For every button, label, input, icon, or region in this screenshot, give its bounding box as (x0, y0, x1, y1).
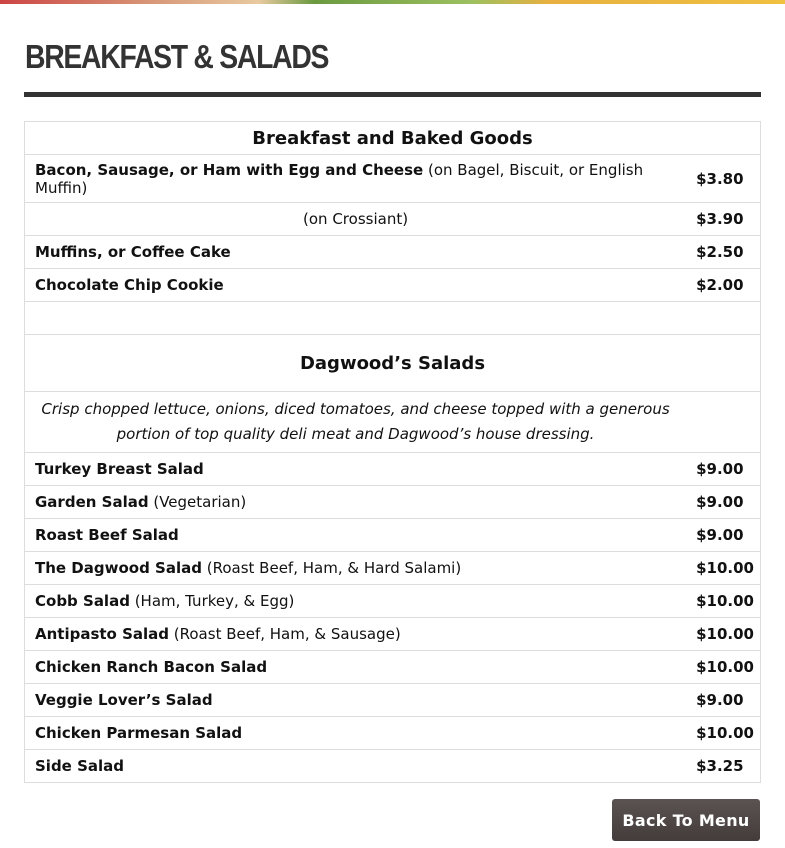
table-row: The Dagwood Salad (Roast Beef, Ham, & Ha… (24, 551, 762, 585)
item-name: Chicken Ranch Bacon Salad (35, 658, 268, 676)
item-note: (Roast Beef, Ham, & Hard Salami) (201, 559, 462, 577)
item-name: Garden Salad (35, 493, 149, 511)
table-row: (on Crossiant) $3.90 (24, 202, 762, 236)
item-price: $10.00 (686, 551, 762, 585)
item-price: $10.00 (686, 617, 762, 651)
item-name: Roast Beef Salad (35, 526, 179, 544)
back-to-menu-button[interactable]: Back To Menu (612, 799, 760, 841)
header-banner-image (0, 0, 785, 4)
item-name: Bacon, Sausage, or Ham with Egg and Chee… (35, 160, 424, 179)
page-title: BREAKFAST & SALADS (25, 38, 329, 75)
table-row: Garden Salad (Vegetarian) $9.00 (24, 485, 762, 519)
item-price: $9.00 (686, 518, 762, 552)
table-row: Dagwood’s Salads (24, 334, 761, 392)
item-price: $3.90 (686, 202, 762, 236)
item-note: (Vegetarian) (148, 493, 247, 511)
item-name: Cobb Salad (35, 592, 130, 610)
item-note: (on Crossiant) (303, 210, 409, 228)
item-note: (Roast Beef, Ham, & Sausage) (169, 625, 401, 643)
table-row: Side Salad $3.25 (24, 749, 762, 783)
table-row: Breakfast and Baked Goods (24, 121, 761, 155)
section-heading: Breakfast and Baked Goods (24, 121, 761, 155)
menu-table: Breakfast and Baked Goods Bacon, Sausage,… (24, 121, 762, 783)
table-row (24, 301, 761, 335)
divider (24, 92, 761, 97)
table-row: Turkey Breast Salad $9.00 (24, 452, 762, 486)
section-description: Crisp chopped lettuce, onions, diced tom… (41, 400, 670, 443)
item-name: Chicken Parmesan Salad (35, 724, 243, 742)
item-price: $2.50 (686, 235, 762, 269)
item-name: Chocolate Chip Cookie (35, 276, 224, 294)
table-row: Chicken Ranch Bacon Salad $10.00 (24, 650, 762, 684)
item-price: $9.00 (686, 452, 762, 486)
table-row: Chocolate Chip Cookie $2.00 (24, 268, 762, 302)
item-price: $10.00 (686, 584, 762, 618)
table-row: Crisp chopped lettuce, onions, diced tom… (24, 391, 762, 453)
item-name: Side Salad (35, 757, 125, 775)
table-row: Antipasto Salad (Roast Beef, Ham, & Saus… (24, 617, 762, 651)
item-price: $9.00 (686, 683, 762, 717)
table-row: Muffins, or Coffee Cake $2.50 (24, 235, 762, 269)
item-name: Antipasto Salad (35, 625, 170, 643)
table-row: Cobb Salad (Ham, Turkey, & Egg) $10.00 (24, 584, 762, 618)
table-row: Roast Beef Salad $9.00 (24, 518, 762, 552)
item-name: Turkey Breast Salad (35, 460, 204, 478)
item-note: (Ham, Turkey, & Egg) (129, 592, 295, 610)
table-row: Bacon, Sausage, or Ham with Egg and Chee… (24, 154, 762, 203)
item-name: Muffins, or Coffee Cake (35, 243, 231, 261)
item-price: $3.80 (686, 154, 762, 203)
item-price: $9.00 (686, 485, 762, 519)
section-heading: Dagwood’s Salads (24, 334, 761, 392)
table-row: Chicken Parmesan Salad $10.00 (24, 716, 762, 750)
empty-row (24, 301, 761, 335)
item-name: Veggie Lover’s Salad (35, 691, 213, 709)
item-price: $2.00 (686, 268, 762, 302)
item-price: $10.00 (686, 650, 762, 684)
item-price: $10.00 (686, 716, 762, 750)
item-price: $3.25 (686, 749, 762, 783)
table-row: Veggie Lover’s Salad $9.00 (24, 683, 762, 717)
item-note: (on Bagel, Biscuit, or English Muffin) (35, 160, 644, 197)
item-name: The Dagwood Salad (35, 559, 202, 577)
